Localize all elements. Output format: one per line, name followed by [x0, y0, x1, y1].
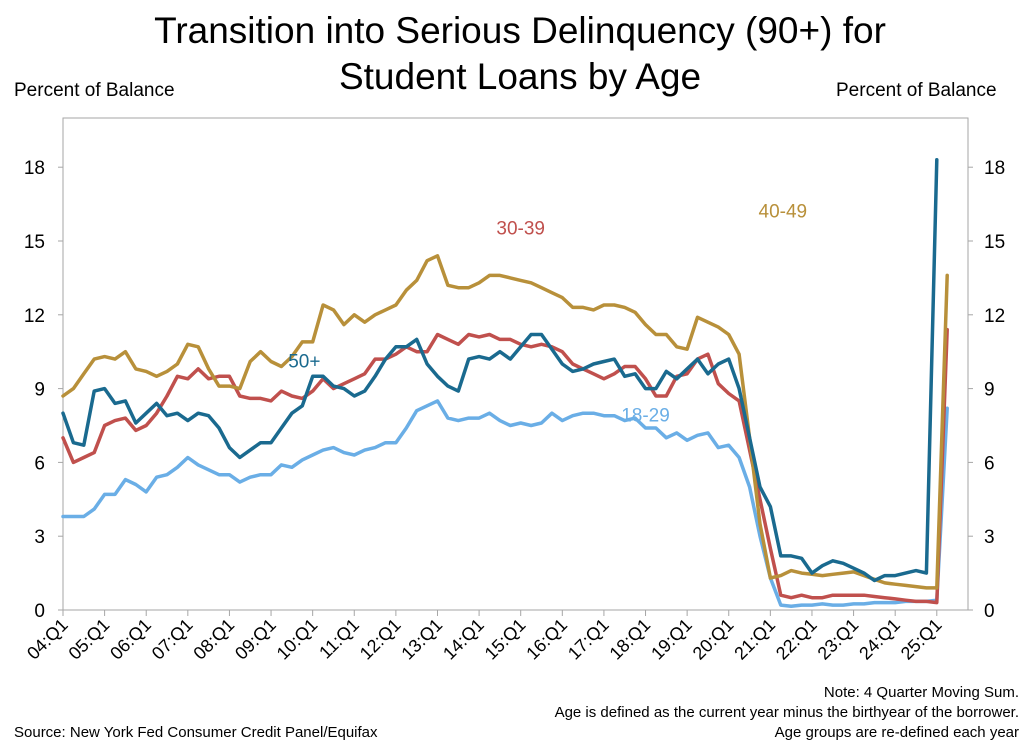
y-tick-label-right: 0: [984, 601, 995, 622]
x-tick-label: 21:Q1: [730, 615, 779, 664]
y-tick-label-right: 15: [984, 232, 1005, 253]
chart-title-line-2: Student Loans by Age: [338, 56, 702, 97]
x-tick-label: 15:Q1: [481, 615, 530, 664]
chart-title-line-1: Transition into Serious Delinquency (90+…: [154, 10, 886, 51]
x-tick-label: 07:Q1: [148, 615, 197, 664]
x-tick-label: 06:Q1: [106, 615, 155, 664]
x-tick-label: 23:Q1: [814, 615, 863, 664]
note-moving-sum: Note: 4 Quarter Moving Sum.: [823, 684, 1019, 701]
series-label-30-39: 30-39: [496, 219, 545, 240]
chart-title: Transition into Serious Delinquency (90+…: [0, 8, 1033, 100]
x-tick-label: 05:Q1: [65, 615, 114, 664]
plot-frame: [62, 117, 969, 611]
source-note: Source: New York Fed Consumer Credit Pan…: [14, 724, 378, 741]
series-line-40-49: [61, 254, 949, 590]
x-tick-label: 16:Q1: [522, 615, 571, 664]
y-tick-label-left: 15: [24, 232, 45, 253]
x-tick-label: 04:Q1: [23, 615, 72, 664]
x-tick-label: 20:Q1: [689, 615, 738, 664]
x-tick-label: 17:Q1: [564, 615, 613, 664]
y-tick-label-right: 9: [984, 380, 995, 401]
y-tick-label-right: 3: [984, 527, 995, 548]
note-age-definition: Age is defined as the current year minus…: [554, 704, 1019, 721]
y-tick-label-left: 18: [24, 158, 45, 179]
series-line-50plus: [61, 158, 939, 583]
x-tick-label: 08:Q1: [189, 615, 238, 664]
series-line-18-29: [61, 399, 949, 609]
x-tick-label: 22:Q1: [772, 615, 821, 664]
x-tick-label: 09:Q1: [231, 615, 280, 664]
y-tick-label-left: 6: [34, 453, 45, 474]
x-tick-label: 14:Q1: [439, 615, 488, 664]
left-axis-label: Percent of Balance: [14, 80, 175, 101]
note-age-groups: Age groups are re-defined each year: [774, 724, 1019, 741]
x-tick-label: 19:Q1: [647, 615, 696, 664]
x-tick-label: 18:Q1: [606, 615, 655, 664]
series-label-18-29: 18-29: [621, 406, 670, 427]
y-tick-label-left: 12: [24, 306, 45, 327]
y-tick-label-left: 0: [34, 601, 45, 622]
x-tick-label: 24:Q1: [855, 615, 904, 664]
y-tick-label-left: 9: [34, 380, 45, 401]
right-axis-label: Percent of Balance: [836, 80, 997, 101]
y-tick-label-right: 18: [984, 158, 1005, 179]
series-line-30-39: [61, 327, 949, 605]
series-label-40-49: 40-49: [759, 201, 808, 222]
y-tick-label-left: 3: [34, 527, 45, 548]
y-tick-label-right: 12: [984, 306, 1005, 327]
x-tick-label: 25:Q1: [897, 615, 946, 664]
series-label-50plus: 50+: [288, 352, 320, 373]
x-tick-label: 11:Q1: [315, 615, 363, 663]
x-tick-label: 12:Q1: [356, 615, 405, 664]
x-tick-label: 10:Q1: [273, 615, 322, 664]
y-tick-label-right: 6: [984, 453, 995, 474]
x-tick-label: 13:Q1: [397, 615, 446, 664]
